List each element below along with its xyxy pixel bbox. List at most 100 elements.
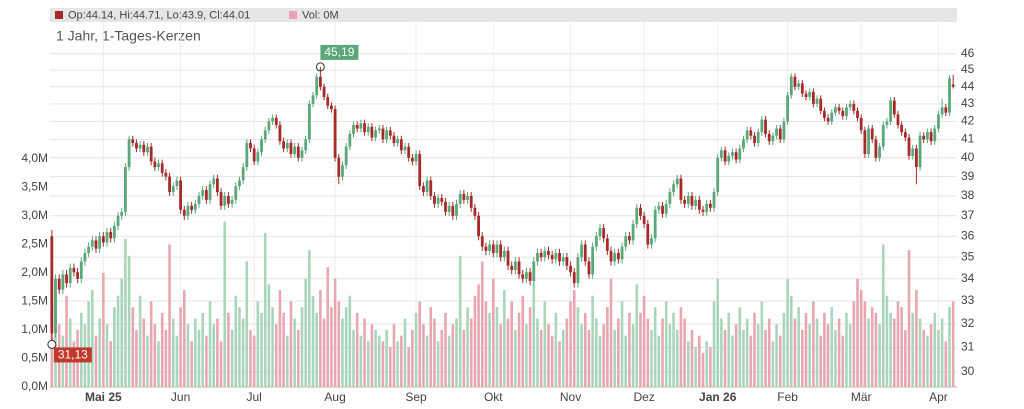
candle-body: [569, 265, 572, 273]
candle-body: [738, 148, 742, 160]
volume-bar: [786, 278, 789, 387]
candle-body: [311, 95, 315, 104]
volume-bar: [790, 295, 793, 387]
volume-bar: [400, 335, 403, 387]
volume-bar: [102, 272, 105, 387]
volume-bar: [595, 318, 598, 387]
candle-body: [473, 207, 477, 216]
volume-bar: [289, 301, 293, 387]
candle-body: [602, 227, 606, 239]
volume-bar: [480, 261, 484, 387]
candle-body: [532, 261, 536, 281]
candle-body: [403, 146, 407, 151]
volume-bar: [149, 301, 153, 387]
volume-bar: [756, 324, 760, 387]
volume-bar: [105, 324, 109, 387]
volume-bar: [686, 341, 690, 387]
volume-bar: [613, 329, 616, 387]
volume-bar: [620, 301, 624, 387]
volume-bar: [617, 318, 620, 387]
volume-bar: [205, 335, 208, 387]
volume-bar: [304, 278, 307, 387]
volume-bar: [230, 329, 234, 387]
candle-body: [672, 184, 675, 193]
candle-body: [650, 238, 653, 245]
candle-body: [168, 176, 171, 193]
candle-body: [712, 192, 716, 208]
candle-body: [116, 215, 120, 226]
volume-bar: [160, 312, 164, 387]
volume-bar: [113, 307, 116, 387]
volume-bar: [948, 307, 951, 387]
volume-bar: [720, 318, 723, 387]
volume-bar: [911, 312, 914, 387]
volume-bar: [653, 307, 657, 387]
candle-body: [410, 157, 414, 162]
candle-body: [690, 195, 694, 206]
candle-body: [576, 257, 580, 284]
volume-bar: [550, 335, 554, 387]
candle-body: [856, 110, 859, 118]
volume-bar: [344, 307, 348, 387]
volume-bar: [731, 335, 734, 387]
volume-bar: [583, 312, 587, 387]
volume-bar: [598, 335, 602, 387]
candle-body: [679, 178, 683, 200]
candle-body: [197, 195, 201, 204]
candle-body: [256, 152, 260, 162]
candle-body: [271, 117, 274, 122]
volume-bar: [503, 290, 506, 387]
candle-body: [436, 197, 440, 204]
candles: [50, 66, 955, 345]
volume-bar: [407, 347, 410, 387]
candle-body: [160, 163, 164, 173]
candle-body: [613, 252, 617, 262]
candle-body: [823, 110, 826, 118]
candle-body: [50, 236, 54, 334]
volume-bar: [580, 324, 583, 387]
candle-body: [315, 76, 319, 96]
min-marker: [47, 339, 57, 349]
candle-body: [204, 190, 208, 200]
candle-body: [701, 209, 705, 212]
candle-body: [300, 150, 304, 158]
y2-tick-label: 0,5M: [21, 351, 48, 365]
y-tick-label: 40: [961, 150, 975, 164]
volume-bars: [50, 221, 955, 387]
volume-bar: [337, 301, 341, 387]
candle-body: [377, 128, 381, 131]
volume-bar: [587, 329, 591, 387]
volume-bar: [403, 318, 407, 387]
candle-body: [826, 117, 830, 122]
volume-bar: [447, 335, 451, 387]
volume-bar: [72, 341, 76, 387]
candle-body: [502, 250, 506, 258]
volume-bar: [260, 312, 263, 387]
candle-body: [911, 148, 915, 156]
candle-body: [337, 157, 341, 177]
volume-bar: [606, 307, 609, 387]
volume-bar: [778, 335, 782, 387]
volume-bar: [797, 307, 800, 387]
volume-bar: [532, 284, 536, 387]
candle-body: [175, 180, 179, 187]
volume-bar: [683, 318, 686, 387]
candle-body: [668, 192, 672, 204]
volume-bar: [694, 347, 697, 387]
x-tick-label: Mai 25: [85, 390, 122, 404]
candle-body: [267, 121, 271, 131]
volume-bar: [937, 329, 940, 387]
candle-body: [83, 252, 87, 262]
volume-bar: [705, 341, 708, 387]
candle-body: [944, 107, 948, 113]
candle-body: [79, 261, 83, 279]
volume-bar: [539, 329, 543, 387]
candle-body: [65, 274, 68, 284]
candle-body: [624, 236, 628, 247]
candle-body: [105, 232, 109, 243]
candle-body: [517, 261, 521, 275]
volume-bar: [190, 341, 193, 387]
candle-body: [230, 199, 234, 204]
volume-bar: [495, 307, 499, 387]
volume-bar: [116, 295, 120, 387]
